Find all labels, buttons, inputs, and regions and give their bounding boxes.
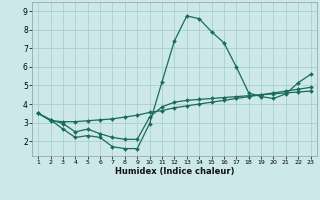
X-axis label: Humidex (Indice chaleur): Humidex (Indice chaleur) [115, 167, 234, 176]
